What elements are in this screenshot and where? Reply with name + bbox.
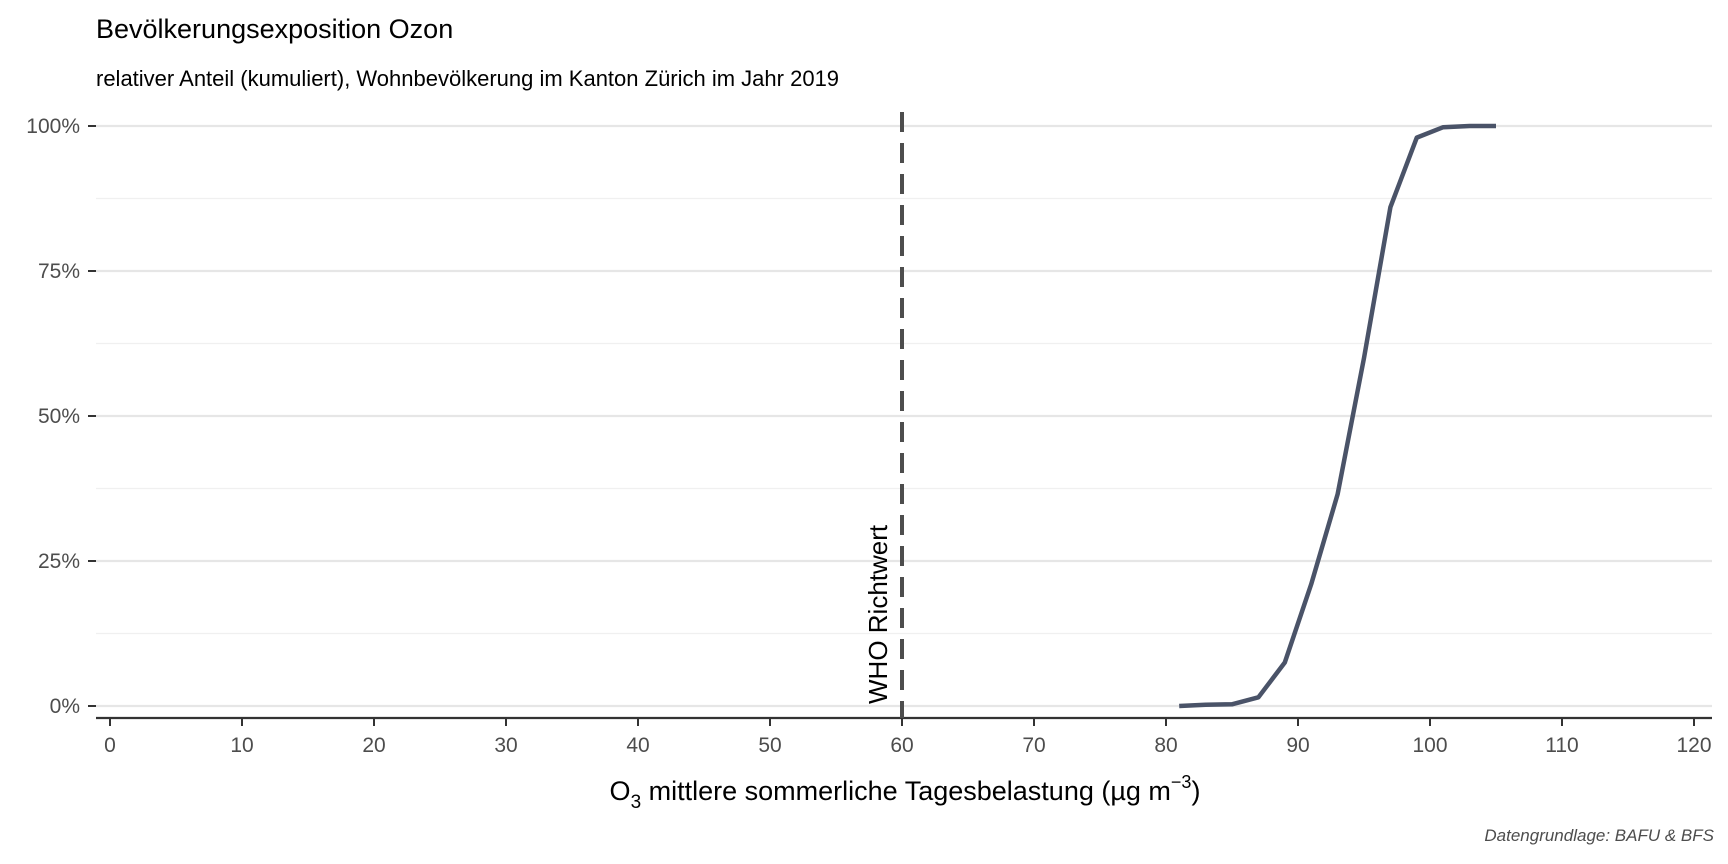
x-tick-label: 120	[1676, 734, 1711, 757]
x-tick-label: 80	[1154, 734, 1177, 757]
x-tick-label: 60	[890, 734, 913, 757]
x-tick-label: 10	[230, 734, 253, 757]
y-tick-label: 0%	[50, 695, 80, 718]
x-tick-label: 30	[494, 734, 517, 757]
x-tick-label: 90	[1286, 734, 1309, 757]
x-tick-label: 100	[1412, 734, 1447, 757]
chart-subtitle: relativer Anteil (kumuliert), Wohnbevölk…	[96, 66, 840, 91]
x-axis-title: O3 mittlere sommerliche Tagesbelastung (…	[610, 772, 1201, 813]
reference-layer: WHO Richtwert	[863, 112, 904, 718]
series-layer	[1179, 123, 1496, 709]
y-tick-label: 25%	[38, 550, 80, 573]
source-caption: Datengrundlage: BAFU & BFS	[1484, 826, 1714, 845]
y-tick-label: 50%	[38, 405, 80, 428]
who-reference-label: WHO Richtwert	[863, 524, 893, 704]
exposure-curve	[1179, 123, 1496, 709]
x-tick-label: 50	[758, 734, 781, 757]
chart-title: Bevölkerungsexposition Ozon	[96, 14, 454, 44]
x-tick-label: 70	[1022, 734, 1045, 757]
x-tick-label: 20	[362, 734, 385, 757]
x-tick-label: 40	[626, 734, 649, 757]
x-tick-label: 0	[104, 734, 116, 757]
x-tick-label: 110	[1545, 734, 1578, 757]
y-tick-label: 75%	[38, 260, 80, 283]
y-tick-label: 100%	[26, 115, 80, 138]
